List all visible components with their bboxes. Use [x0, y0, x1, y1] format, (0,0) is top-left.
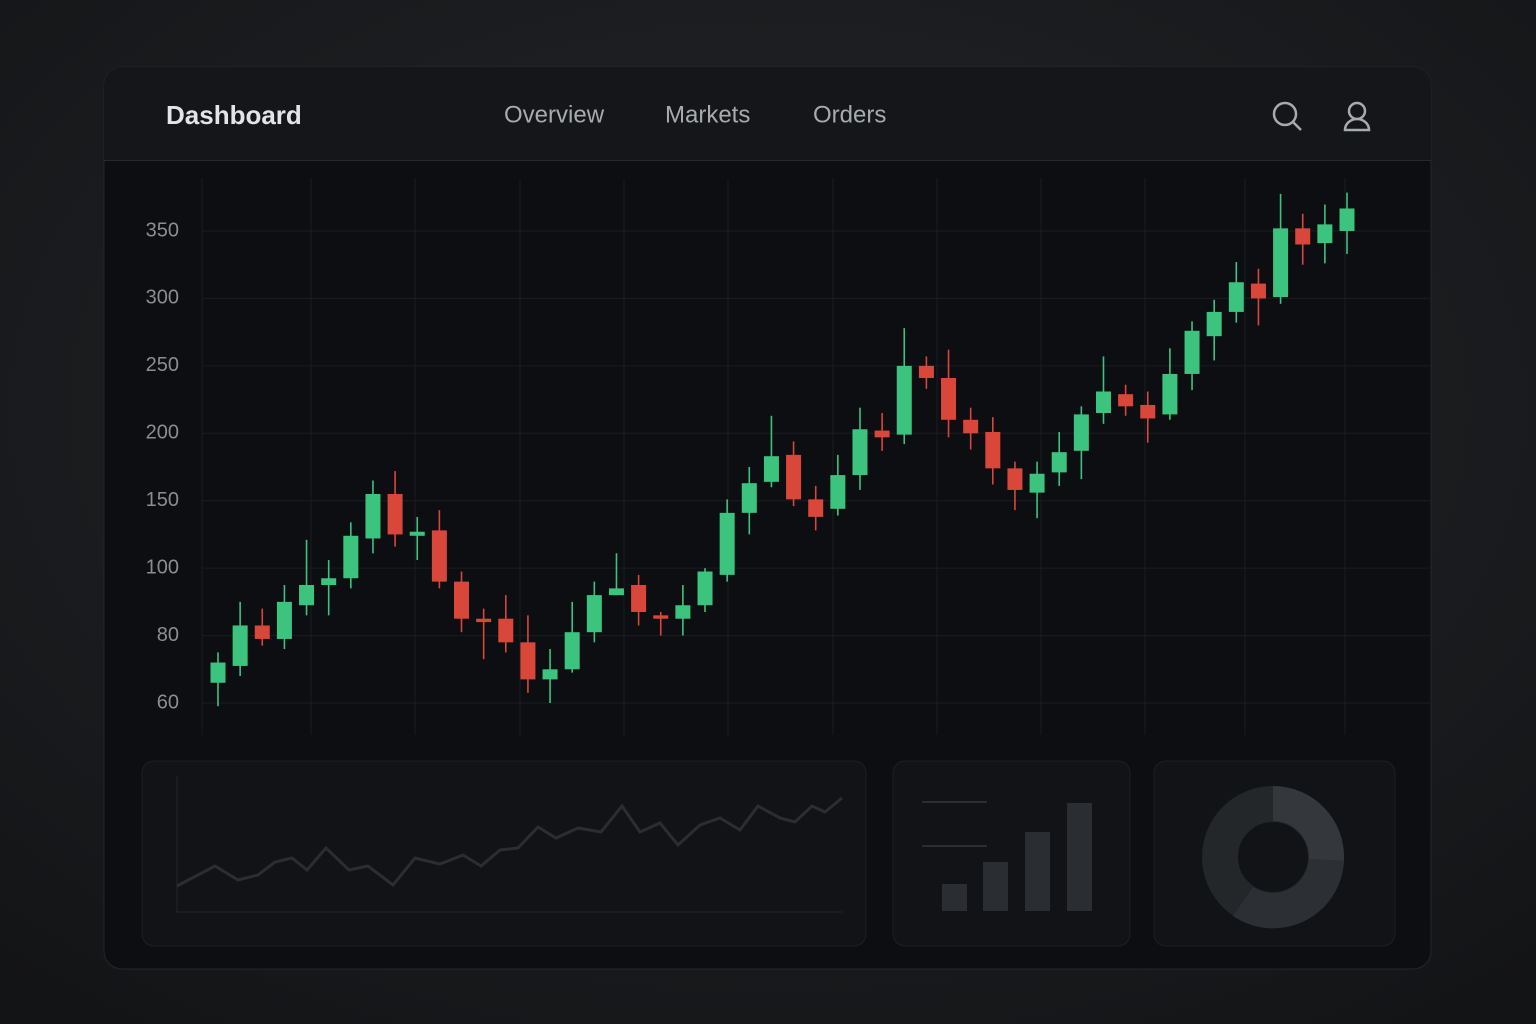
candle-body: [1228, 282, 1244, 312]
candle-body: [476, 618, 492, 623]
candle-body: [830, 475, 846, 509]
mini-bar: [1067, 803, 1092, 911]
card: [141, 760, 867, 947]
candle-body: [564, 632, 580, 670]
card: [1153, 760, 1396, 947]
candle-body: [1095, 391, 1111, 414]
candle-body: [697, 571, 713, 606]
y-tick-label: 100: [146, 556, 179, 578]
candle-body: [1339, 208, 1355, 231]
mini-bar: [1025, 832, 1050, 911]
candle-body: [232, 625, 248, 666]
candle-body: [299, 585, 315, 606]
candle-body: [653, 615, 669, 619]
donut-segment: [1273, 785, 1345, 861]
nav-item[interactable]: Overview: [504, 101, 605, 128]
y-tick-label: 60: [157, 691, 179, 713]
candle-body: [608, 588, 624, 596]
candle-body: [1029, 473, 1045, 493]
candle-body: [1140, 404, 1156, 419]
candle-body: [1184, 330, 1200, 374]
mini-bar: [942, 884, 967, 911]
candle-body: [763, 456, 779, 482]
candle-body: [808, 499, 824, 517]
mini-bar: [983, 862, 1008, 911]
candle-body: [1250, 283, 1266, 299]
candle-body: [941, 377, 957, 420]
card: [892, 760, 1131, 947]
user-icon[interactable]: [1343, 101, 1371, 132]
candle-body: [586, 595, 602, 633]
candle-body: [1317, 224, 1333, 244]
candle-body: [365, 493, 381, 539]
candle-body: [542, 669, 558, 680]
candle-body: [1073, 414, 1089, 451]
candle-body: [896, 365, 912, 435]
candle-body: [1295, 228, 1311, 245]
candle-body: [276, 601, 292, 639]
candle-body: [409, 531, 425, 536]
candle-body: [1051, 452, 1067, 473]
candle-body: [963, 419, 979, 434]
candle-body: [1206, 311, 1222, 337]
app-title: Dashboard: [166, 100, 302, 130]
candle-body: [741, 483, 757, 513]
search-icon[interactable]: [1272, 101, 1302, 131]
candle-body: [1007, 468, 1023, 490]
candle-body: [675, 605, 691, 619]
candle-body: [918, 365, 934, 378]
candle-body: [1118, 394, 1134, 407]
vertical-grid: [201, 178, 1346, 735]
candle-body: [786, 454, 802, 500]
candle-body: [631, 585, 647, 612]
candle-body: [985, 431, 1001, 469]
header-bar: [104, 67, 1431, 160]
candle-body: [431, 530, 447, 582]
candle-body: [1273, 228, 1289, 298]
y-tick-label: 150: [146, 489, 179, 511]
y-tick-label: 200: [146, 422, 179, 444]
candle-body: [210, 662, 226, 683]
mini-line: [176, 796, 843, 888]
y-tick-label: 300: [146, 287, 179, 309]
nav-item[interactable]: Markets: [665, 101, 750, 128]
candle-body: [454, 581, 470, 619]
candle-body: [387, 493, 403, 535]
candle-body: [321, 578, 337, 585]
y-tick-label: 350: [146, 219, 179, 241]
y-tick-label: 80: [157, 624, 179, 646]
candle-body: [1162, 373, 1178, 415]
candle-body: [343, 535, 359, 579]
donut-segment: [1233, 859, 1344, 929]
candle-body: [498, 618, 514, 643]
candle-body: [254, 625, 270, 639]
candle-body: [874, 430, 890, 438]
candle-body: [719, 512, 735, 575]
candle-body: [520, 642, 536, 680]
nav-item[interactable]: Orders: [813, 101, 886, 128]
candle-body: [852, 429, 868, 476]
y-tick-label: 250: [146, 354, 179, 376]
